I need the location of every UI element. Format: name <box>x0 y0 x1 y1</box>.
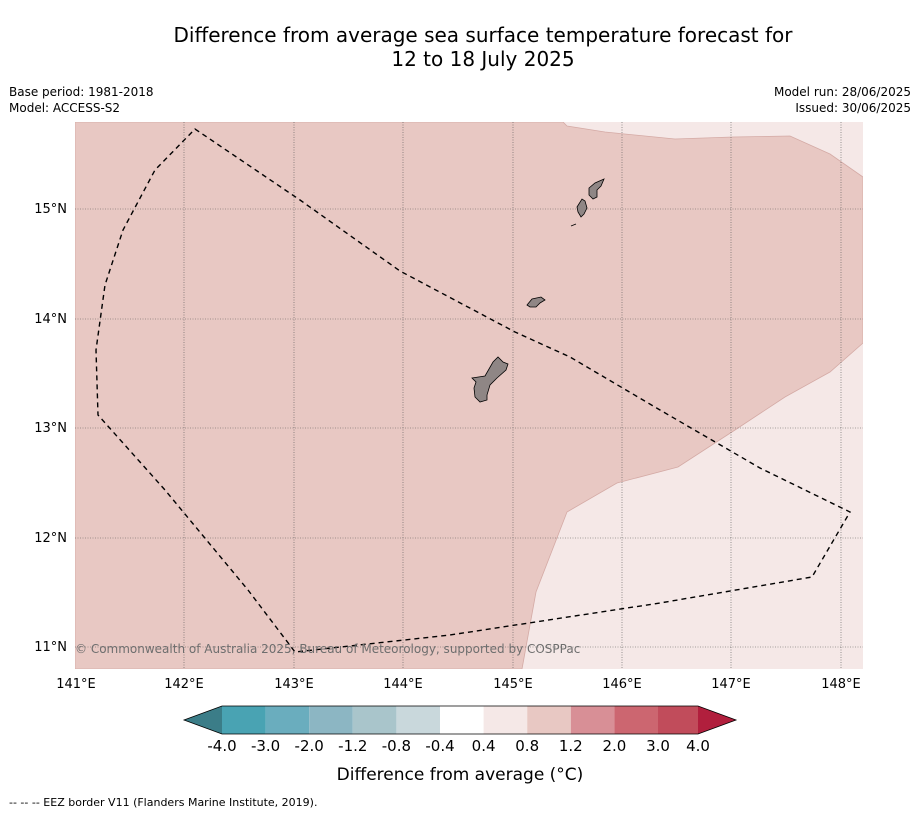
colorbar-segment <box>265 706 310 734</box>
colorbar-label: 3.0 <box>646 737 670 755</box>
lat-label-11: 11°N <box>34 640 67 655</box>
issued-date: Issued: 30/06/2025 <box>795 101 911 115</box>
title-line-1: Difference from average sea surface temp… <box>173 23 793 47</box>
colorbar: -4.0 -3.0 -2.0 -1.2 -0.8 -0.4 0.4 0.8 1.… <box>182 705 738 785</box>
colorbar-segment <box>396 706 440 734</box>
lon-label-144: 144°E <box>383 677 423 692</box>
colorbar-segment <box>527 706 571 734</box>
lat-label-15: 15°N <box>34 202 67 217</box>
colorbar-segment <box>222 706 266 734</box>
colorbar-title: Difference from average (°C) <box>337 765 584 785</box>
colorbar-label: 4.0 <box>686 737 710 755</box>
map-area <box>75 122 863 669</box>
lon-label-141: 141°E <box>56 677 96 692</box>
islands <box>471 178 605 403</box>
colorbar-labels: -4.0 -3.0 -2.0 -1.2 -0.8 -0.4 0.4 0.8 1.… <box>207 737 710 755</box>
colorbar-label: -0.8 <box>382 737 411 755</box>
eez-border <box>95 128 851 653</box>
meta-right: Model run: 28/06/2025 Issued: 30/06/2025 <box>774 84 911 116</box>
island-aguijan <box>570 223 577 227</box>
base-period: Base period: 1981-2018 <box>9 85 154 99</box>
island-saipan <box>588 178 605 200</box>
lon-label-148: 148°E <box>821 677 861 692</box>
colorbar-label: -4.0 <box>207 737 236 755</box>
colorbar-label: -0.4 <box>425 737 454 755</box>
lon-label-147: 147°E <box>711 677 751 692</box>
colorbar-label: -3.0 <box>251 737 280 755</box>
lon-label-142: 142°E <box>164 677 204 692</box>
colorbar-label: 0.4 <box>472 737 496 755</box>
graticule <box>75 122 863 669</box>
colorbar-segment <box>614 706 658 734</box>
anomaly-region-medium <box>75 122 863 669</box>
lon-label-145: 145°E <box>493 677 533 692</box>
lat-label-13: 13°N <box>34 421 67 436</box>
colorbar-extend-high <box>698 706 736 734</box>
meta-left: Base period: 1981-2018 Model: ACCESS-S2 <box>9 84 154 116</box>
colorbar-label: -1.2 <box>338 737 367 755</box>
model-name: Model: ACCESS-S2 <box>9 101 121 115</box>
title-line-2: 12 to 18 July 2025 <box>391 47 575 71</box>
colorbar-extend-low <box>184 706 222 734</box>
colorbar-segment <box>309 706 353 734</box>
colorbar-label: 2.0 <box>602 737 626 755</box>
colorbar-segment <box>658 706 698 734</box>
lat-label-12: 12°N <box>34 531 67 546</box>
colorbar-label: -2.0 <box>295 737 324 755</box>
lat-tick-labels: 15°N 14°N 13°N 12°N 11°N <box>34 202 67 655</box>
copyright-text: © Commonwealth of Australia 2025, Bureau… <box>75 642 580 656</box>
eez-legend-note: -- -- -- EEZ border V11 (Flanders Marine… <box>9 796 318 809</box>
lon-label-146: 146°E <box>602 677 642 692</box>
island-tinian <box>576 198 588 218</box>
colorbar-segment <box>352 706 397 734</box>
island-rota <box>526 296 546 308</box>
colorbar-label: 1.2 <box>559 737 583 755</box>
lat-label-14: 14°N <box>34 312 67 327</box>
colorbar-segment <box>440 706 484 734</box>
colorbar-segment <box>483 706 528 734</box>
lon-tick-labels: 141°E 142°E 143°E 144°E 145°E 146°E 147°… <box>56 677 861 692</box>
colorbar-segment <box>570 706 615 734</box>
colorbar-label: 0.8 <box>515 737 539 755</box>
lon-label-143: 143°E <box>274 677 314 692</box>
model-run: Model run: 28/06/2025 <box>773 85 911 99</box>
island-guam <box>471 356 509 403</box>
